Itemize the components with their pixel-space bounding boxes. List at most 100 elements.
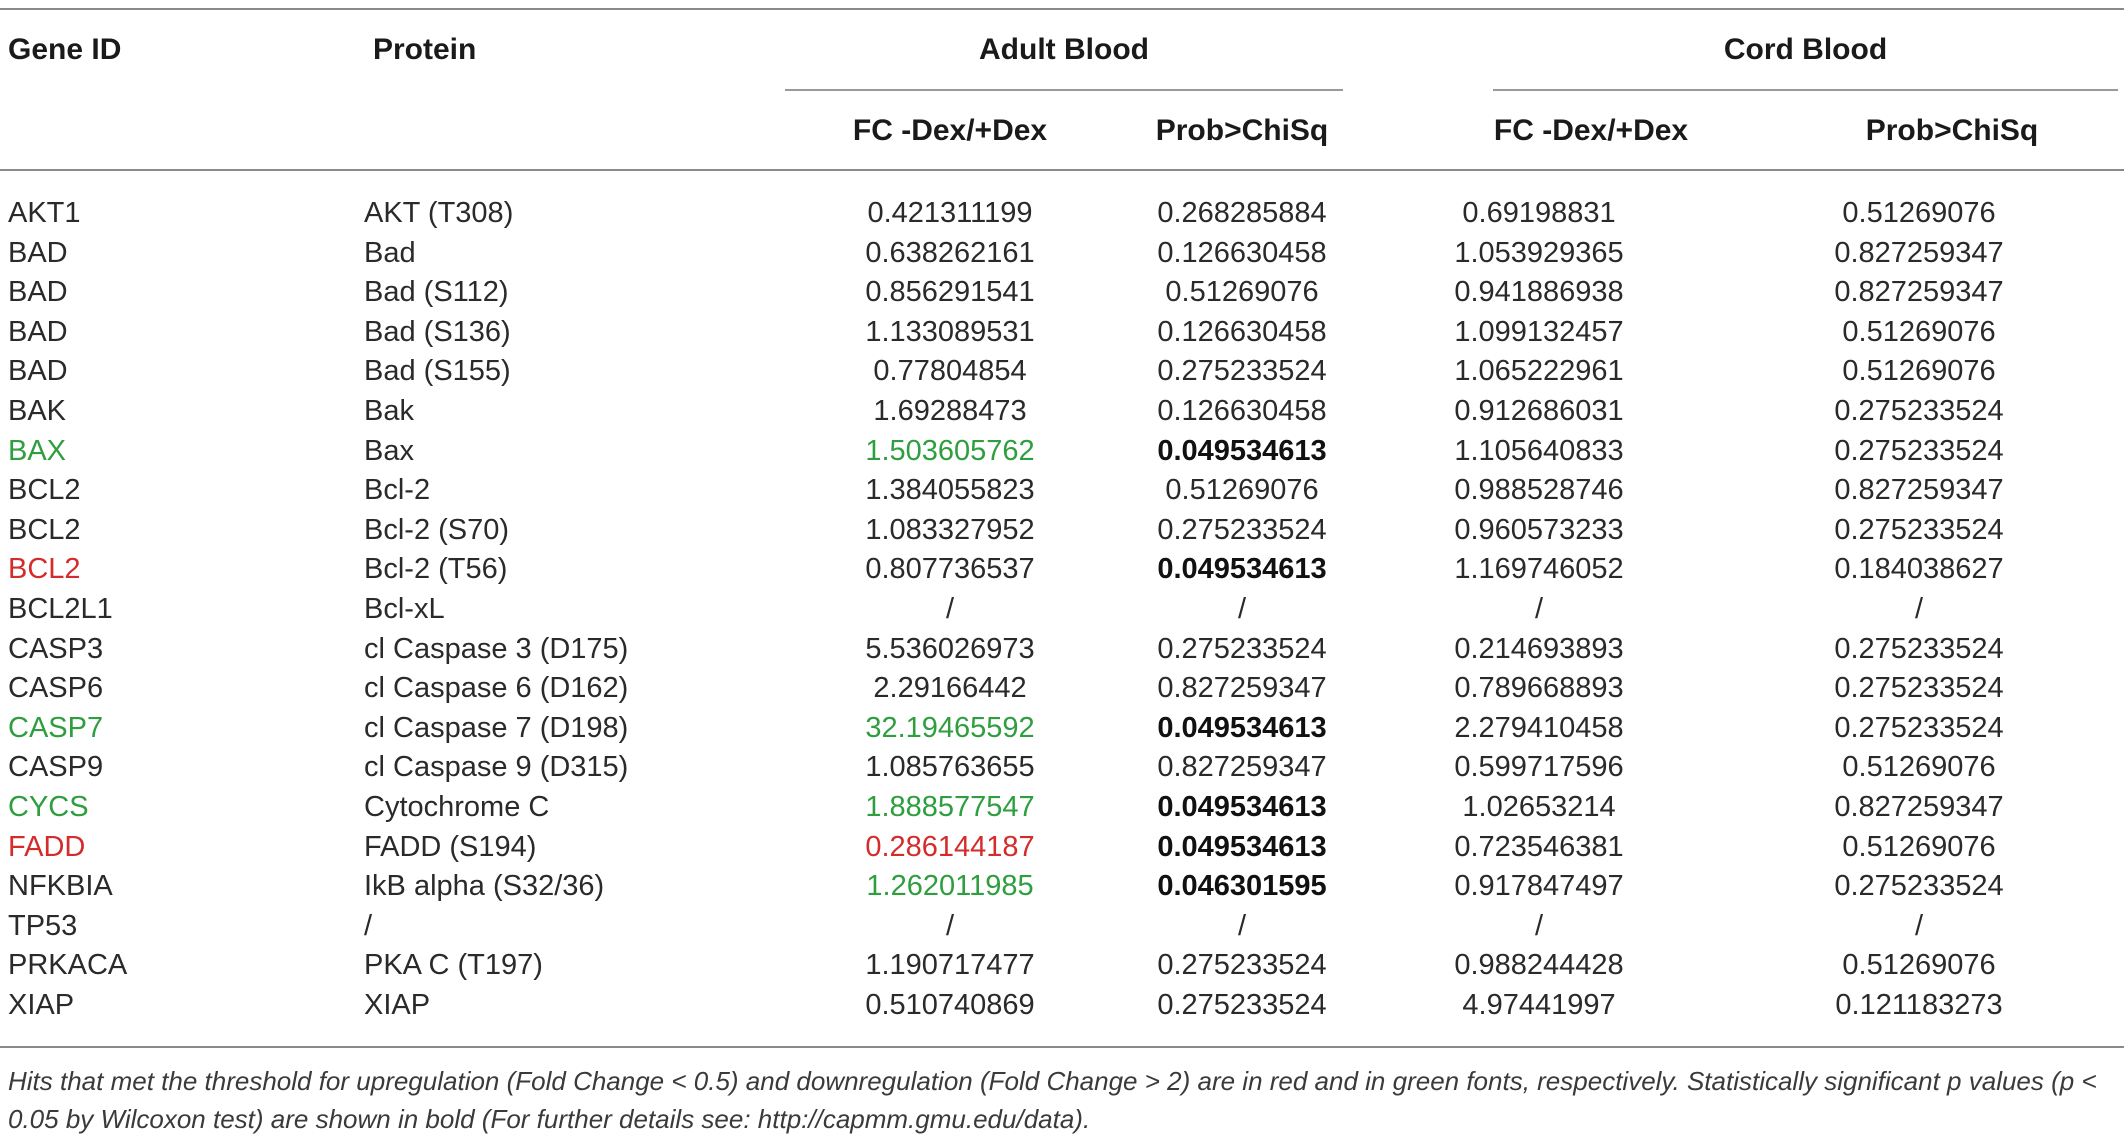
table-row: XIAP XIAP 0.510740869 0.275233524 4.97441997… <box>0 986 2124 1026</box>
adult-fc-cell: 1.384055823 <box>865 474 1035 507</box>
protein-cell: Bad (S112) <box>364 276 509 309</box>
gene-id-cell: BAD <box>8 276 68 309</box>
gene-id-cell: CASP3 <box>8 632 104 665</box>
table-row: AKT1 AKT (T308) 0.421311199 0.268285884 0.69… <box>0 194 2124 234</box>
protein-cell: XIAP <box>364 988 431 1021</box>
cord-prob-cell: 0.827259347 <box>1834 790 2004 823</box>
protein-cell: Bax <box>364 434 414 467</box>
cord-fc-cell: 0.988528746 <box>1454 474 1624 507</box>
protein-cell: cl Caspase 9 (D315) <box>364 751 629 784</box>
cord-prob-cell: / <box>1914 909 1924 942</box>
protein-cell: Bad <box>364 236 416 269</box>
gene-id-cell: PRKACA <box>8 949 128 982</box>
table-row: FADD FADD (S194) 0.286144187 0.049534613 0.7… <box>0 828 2124 868</box>
adult-prob-cell: 0.275233524 <box>1157 513 1327 546</box>
results-table: AKT1 AKT (T308) 0.421311199 0.268285884 0.69… <box>0 194 2124 1025</box>
cord-fc-cell: 1.099132457 <box>1454 315 1624 348</box>
gene-id-cell: CASP6 <box>8 672 104 705</box>
gene-id-cell: CYCS <box>8 790 89 823</box>
cord-fc-cell: 0.988244428 <box>1454 949 1624 982</box>
table-row: CYCS Cytochrome C 1.888577547 0.049534613 1.… <box>0 788 2124 828</box>
table-row: NFKBIA IkB alpha (S32/36) 1.262011985 0.046… <box>0 867 2124 907</box>
adult-fc-cell: 0.638262161 <box>865 236 1035 269</box>
protein-cell: Bad (S155) <box>364 355 511 388</box>
header-cord-fc: FC -Dex/+Dex <box>1493 114 1689 147</box>
adult-prob-cell: 0.51269076 <box>1165 276 1319 309</box>
gene-id-cell: BCL2 <box>8 553 81 586</box>
adult-prob-cell: 0.275233524 <box>1157 355 1327 388</box>
cord-prob-cell: 0.827259347 <box>1834 276 2004 309</box>
gene-id-cell: TP53 <box>8 909 78 942</box>
adult-prob-cell: / <box>1237 592 1247 625</box>
table-row: BAK Bak 1.69288473 0.126630458 0.912686031 0.… <box>0 392 2124 432</box>
cord-fc-cell: 1.105640833 <box>1454 434 1624 467</box>
cord-prob-cell: / <box>1914 592 1924 625</box>
table-row: BCL2 Bcl-2 (S70) 1.083327952 0.275233524 0.9… <box>0 511 2124 551</box>
table-row: PRKACA PKA C (T197) 1.190717477 0.275233524… <box>0 946 2124 986</box>
protein-cell: Bad (S136) <box>364 315 511 348</box>
cord-fc-cell: 0.599717596 <box>1454 751 1624 784</box>
adult-prob-cell: 0.275233524 <box>1157 949 1327 982</box>
adult-prob-cell: 0.275233524 <box>1157 988 1327 1021</box>
adult-prob-cell: 0.049534613 <box>1157 830 1327 863</box>
cord-fc-cell: 0.723546381 <box>1454 830 1624 863</box>
table-row: CASP6 cl Caspase 6 (D162) 2.29166442 0.8272… <box>0 669 2124 709</box>
protein-cell: Bcl-2 <box>364 474 431 507</box>
adult-fc-cell: 1.133089531 <box>865 315 1035 348</box>
adult-fc-cell: 1.503605762 <box>865 434 1035 467</box>
adult-prob-cell: 0.51269076 <box>1165 474 1319 507</box>
cord-prob-cell: 0.51269076 <box>1842 751 1996 784</box>
adult-blood-span-rule <box>785 89 1343 91</box>
cord-fc-cell: / <box>1534 592 1544 625</box>
table-row: TP53 / / / / / <box>0 907 2124 947</box>
adult-prob-cell: 0.126630458 <box>1157 236 1327 269</box>
cord-prob-cell: 0.184038627 <box>1834 553 2004 586</box>
gene-id-cell: BAD <box>8 315 68 348</box>
table-row: BAD Bad 0.638262161 0.126630458 1.053929365 0… <box>0 234 2124 274</box>
gene-id-cell: FADD <box>8 830 86 863</box>
header-adult-blood: Adult Blood <box>979 33 1149 66</box>
gene-id-cell: CASP7 <box>8 711 104 744</box>
adult-fc-cell: 0.807736537 <box>865 553 1035 586</box>
header-gene-id: Gene ID <box>8 33 122 66</box>
cord-prob-cell: 0.51269076 <box>1842 197 1996 229</box>
gene-id-cell: AKT1 <box>8 197 81 229</box>
protein-cell: / <box>364 909 373 942</box>
adult-fc-cell: 0.77804854 <box>873 355 1027 388</box>
table-row: CASP7 cl Caspase 7 (D198) 32.19465592 0.049… <box>0 709 2124 749</box>
adult-fc-cell: 1.69288473 <box>873 394 1027 427</box>
cord-fc-cell: 1.169746052 <box>1454 553 1624 586</box>
cord-fc-cell: 2.279410458 <box>1454 711 1624 744</box>
adult-prob-cell: 0.049534613 <box>1157 790 1327 823</box>
table-row: BAD Bad (S155) 0.77804854 0.275233524 1.0652… <box>0 352 2124 392</box>
cord-fc-cell: 1.053929365 <box>1454 236 1624 269</box>
cord-prob-cell: 0.275233524 <box>1834 513 2004 546</box>
gene-id-cell: BCL2 <box>8 474 81 507</box>
cord-prob-cell: 0.275233524 <box>1834 711 2004 744</box>
adult-prob-cell: 0.049534613 <box>1157 553 1327 586</box>
cord-prob-cell: 0.827259347 <box>1834 474 2004 507</box>
adult-prob-cell: 0.046301595 <box>1157 870 1327 903</box>
gene-id-cell: XIAP <box>8 988 75 1021</box>
cord-prob-cell: 0.275233524 <box>1834 870 2004 903</box>
protein-cell: Cytochrome C <box>364 790 550 823</box>
header-protein: Protein <box>373 33 477 66</box>
adult-fc-cell: 32.19465592 <box>865 711 1035 744</box>
header-bottom-rule <box>0 169 2124 171</box>
cord-prob-cell: 0.275233524 <box>1834 434 2004 467</box>
cord-fc-cell: 0.69198831 <box>1462 197 1616 229</box>
cord-fc-cell: 0.912686031 <box>1454 394 1624 427</box>
protein-cell: AKT (T308) <box>364 197 514 229</box>
cord-prob-cell: 0.51269076 <box>1842 949 1996 982</box>
adult-fc-cell: 2.29166442 <box>873 672 1027 705</box>
table-row: BCL2 Bcl-2 (T56) 0.807736537 0.049534613 1.1… <box>0 550 2124 590</box>
cord-fc-cell: 0.960573233 <box>1454 513 1624 546</box>
adult-fc-cell: 0.421311199 <box>867 197 1033 229</box>
table-top-rule <box>0 8 2124 10</box>
adult-prob-cell: 0.268285884 <box>1157 197 1327 229</box>
header-adult-prob: Prob>ChiSq <box>1155 114 1329 147</box>
cord-prob-cell: 0.275233524 <box>1834 672 2004 705</box>
cord-fc-cell: 1.065222961 <box>1454 355 1624 388</box>
adult-prob-cell: 0.126630458 <box>1157 394 1327 427</box>
cord-prob-cell: 0.275233524 <box>1834 394 2004 427</box>
